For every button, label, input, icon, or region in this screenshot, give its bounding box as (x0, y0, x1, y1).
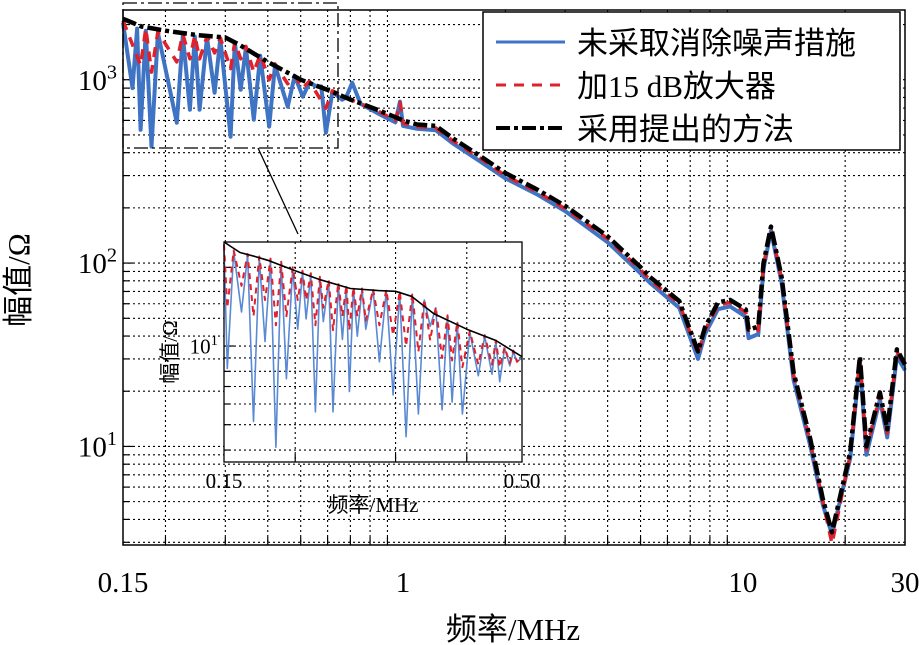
legend-label-2: 采用提出的方法 (577, 112, 794, 147)
inset-ticks: 0.15 0.50 101 (190, 333, 541, 493)
main-series-group (121, 16, 907, 546)
inset-x-axis-label: 频率/MHz (328, 493, 419, 517)
main-y-tick-label: 102 (78, 245, 117, 281)
main-x-tick-label: 0.15 (98, 567, 149, 599)
main-series-line-2 (122, 16, 907, 535)
main-series-line-0 (121, 22, 907, 537)
zoom-connector-line (257, 147, 299, 235)
inset-series-group (223, 241, 523, 448)
inset-y-tick-label: 101 (190, 333, 218, 358)
main-x-tick-label: 30 (891, 567, 919, 599)
legend-label-0: 未采取消除噪声措施 (577, 26, 856, 61)
legend-label-1: 加15 dB放大器 (577, 69, 776, 104)
main-ticks: 0.15 1 10 30 103 102 101 (78, 61, 919, 599)
x-axis-label: 频率/MHz (446, 612, 580, 645)
plot-frame (122, 9, 906, 546)
main-x-tick-label: 1 (396, 567, 411, 599)
inset-x-tick-label: 0.50 (504, 469, 541, 493)
inset-y-axis-label: 幅值/Ω (158, 320, 182, 383)
inset-series-line-1 (223, 244, 523, 369)
inset-frame (223, 241, 523, 463)
inset-series-line-2 (223, 241, 523, 358)
main-y-tick-label: 103 (78, 61, 117, 97)
inset-chart: 0.15 0.50 101 频率/MHz 幅值/Ω (158, 241, 541, 517)
main-y-tick-label: 101 (78, 428, 117, 464)
legend: 未采取消除噪声措施 加15 dB放大器 采用提出的方法 (482, 11, 901, 151)
zoom-region-box (122, 2, 339, 149)
inset-x-tick-label: 0.15 (206, 469, 243, 493)
y-axis-label: 幅值/Ω (1, 233, 36, 327)
main-x-tick-label: 10 (728, 567, 757, 599)
